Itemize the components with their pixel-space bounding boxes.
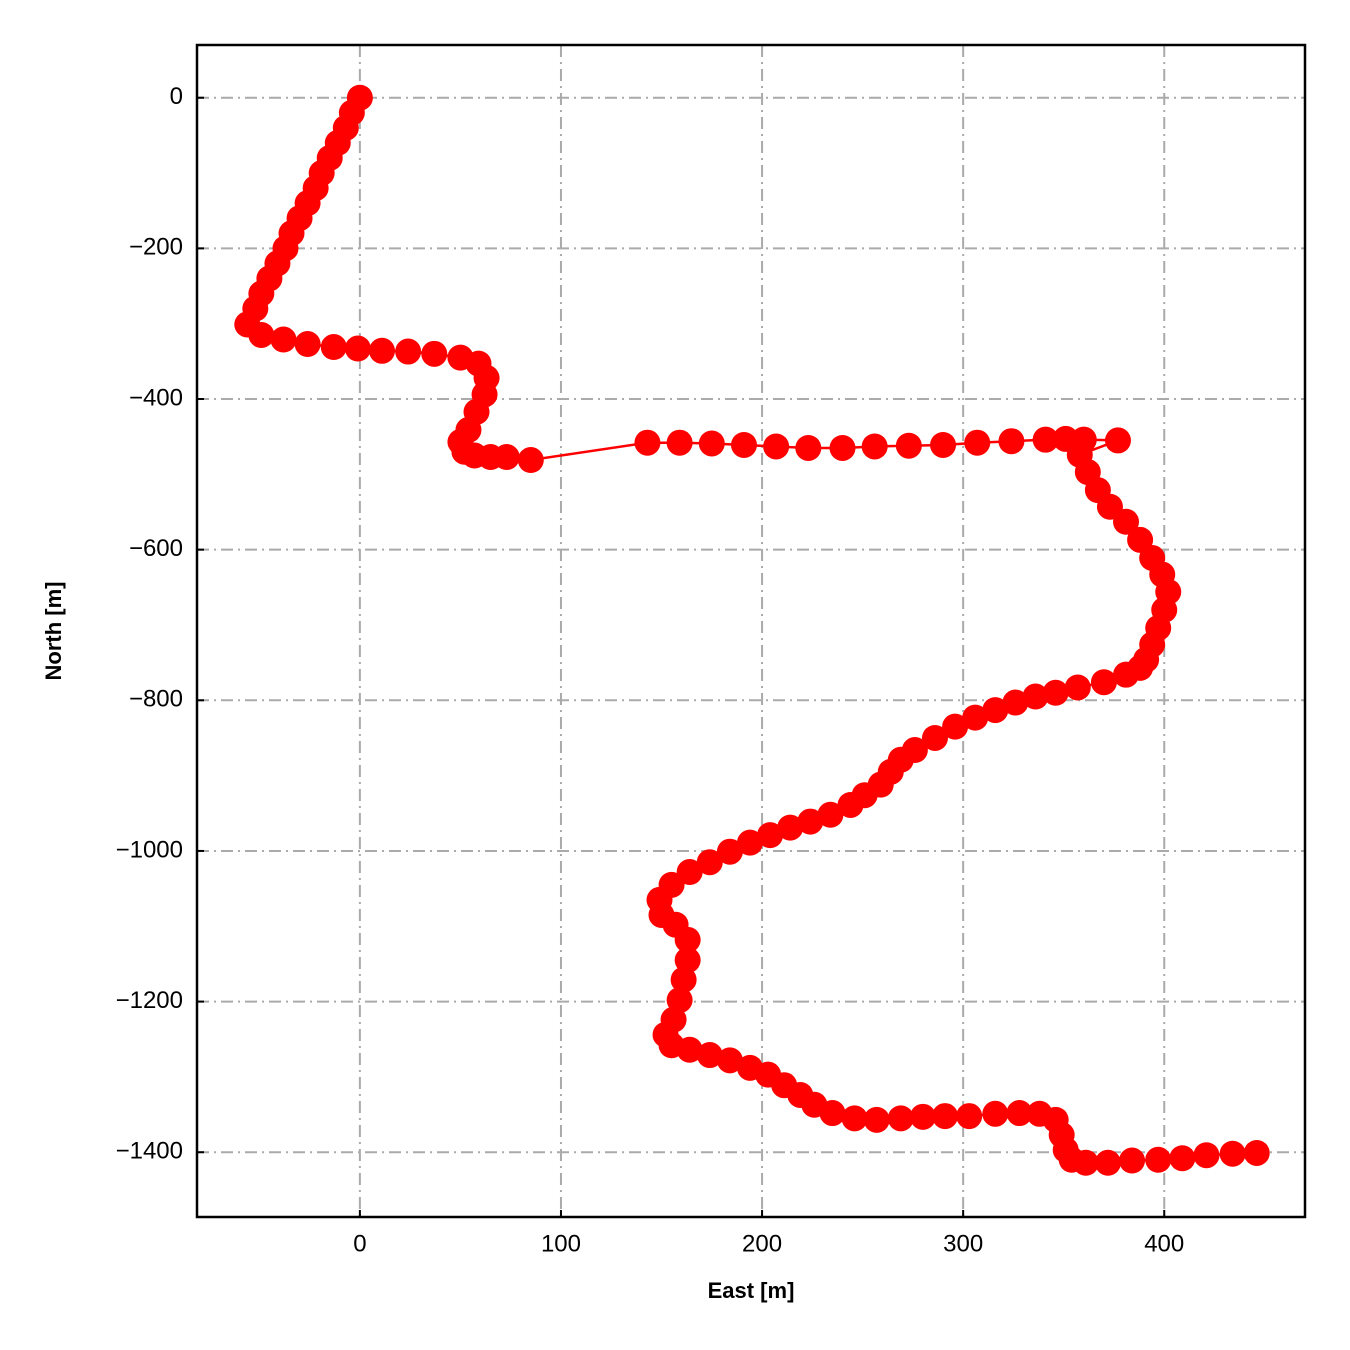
trajectory-point <box>921 724 948 751</box>
trajectory-point <box>982 697 1009 724</box>
trajectory-point <box>909 1103 936 1130</box>
trajectory-point <box>1042 679 1069 706</box>
trajectory-point <box>932 1103 959 1130</box>
trajectory-point <box>674 947 701 974</box>
trajectory-point <box>861 433 888 460</box>
trajectory-point <box>716 838 743 865</box>
y-tick-label: −800 <box>129 686 183 713</box>
trajectory-point <box>1072 1149 1099 1176</box>
plot-frame <box>195 43 1307 1219</box>
trajectory-point <box>1104 427 1131 454</box>
x-tick-label: 100 <box>541 1230 581 1257</box>
trajectory-point <box>1113 661 1140 688</box>
trajectory-point <box>676 1036 703 1063</box>
trajectory-point <box>395 338 422 365</box>
y-tick-label: 0 <box>170 83 183 110</box>
trajectory-point <box>666 987 693 1014</box>
trajectory-point <box>730 431 757 458</box>
trajectory-point <box>517 447 544 474</box>
trajectory-point <box>757 822 784 849</box>
trajectory-point <box>1006 1100 1033 1127</box>
trajectory-point <box>1022 683 1049 710</box>
trajectory-point <box>777 814 804 841</box>
trajectory-point <box>676 859 703 886</box>
data-layer <box>234 84 1270 1176</box>
trajectory-point <box>982 1100 1009 1127</box>
trajectory-point <box>1064 674 1091 701</box>
x-tick-label: 300 <box>943 1230 983 1257</box>
trajectory-point <box>829 434 856 461</box>
trajectory-point <box>837 791 864 818</box>
trajectory-point <box>270 326 297 353</box>
trajectory-point <box>670 966 697 993</box>
trajectory-point <box>1145 1146 1172 1173</box>
x-tick-label: 400 <box>1144 1230 1184 1257</box>
x-tick-label: 200 <box>742 1230 782 1257</box>
trajectory-point <box>895 432 922 459</box>
trajectory-point <box>696 849 723 876</box>
trajectory-point <box>320 334 347 361</box>
trajectory-point <box>797 808 824 835</box>
trajectory-point <box>1032 426 1059 453</box>
trajectory-point <box>1094 1149 1121 1176</box>
trajectory-point <box>634 429 661 456</box>
trajectory-point <box>819 1100 846 1127</box>
y-tick-label: −1000 <box>116 836 183 863</box>
trajectory-point <box>248 321 275 348</box>
trajectory-point <box>817 801 844 828</box>
y-tick-label: −200 <box>129 234 183 261</box>
trajectory-point <box>956 1103 983 1130</box>
trajectory-point <box>666 429 693 456</box>
trajectory-point <box>736 829 763 856</box>
trajectory-point <box>930 431 957 458</box>
trajectory-point <box>674 926 701 953</box>
trajectory-point <box>1243 1139 1270 1166</box>
trajectory-point <box>1169 1145 1196 1172</box>
trajectory-point <box>942 713 969 740</box>
x-axis-label: East [m] <box>708 1278 795 1303</box>
trajectory-point <box>998 428 1025 455</box>
y-tick-label: −400 <box>129 384 183 411</box>
trajectory-point <box>696 1042 723 1069</box>
trajectory-point <box>294 331 321 358</box>
trajectory-point <box>493 444 520 471</box>
trajectory-point <box>962 704 989 731</box>
trajectory-point <box>1219 1140 1246 1167</box>
trajectory-point <box>1119 1147 1146 1174</box>
trajectory-point <box>795 434 822 461</box>
trajectory-point <box>1113 508 1140 535</box>
trajectory-point <box>863 1106 890 1133</box>
trajectory-point <box>964 429 991 456</box>
trajectory-point <box>763 433 790 460</box>
trajectory-point <box>887 1105 914 1132</box>
trajectory-point <box>344 335 371 362</box>
trajectory-point <box>369 337 396 364</box>
y-tick-label: −1400 <box>116 1138 183 1165</box>
trajectory-point <box>1193 1142 1220 1169</box>
x-tick-label: 0 <box>353 1230 366 1257</box>
trajectory-point <box>1002 689 1029 716</box>
trajectory-point <box>421 340 448 367</box>
y-tick-label: −600 <box>129 535 183 562</box>
trajectory-point <box>841 1105 868 1132</box>
y-axis-label: North [m] <box>41 582 66 681</box>
y-tick-label: −1200 <box>116 987 183 1014</box>
trajectory-point <box>716 1047 743 1074</box>
trajectory-point <box>1090 669 1117 696</box>
trajectory-point <box>698 430 725 457</box>
